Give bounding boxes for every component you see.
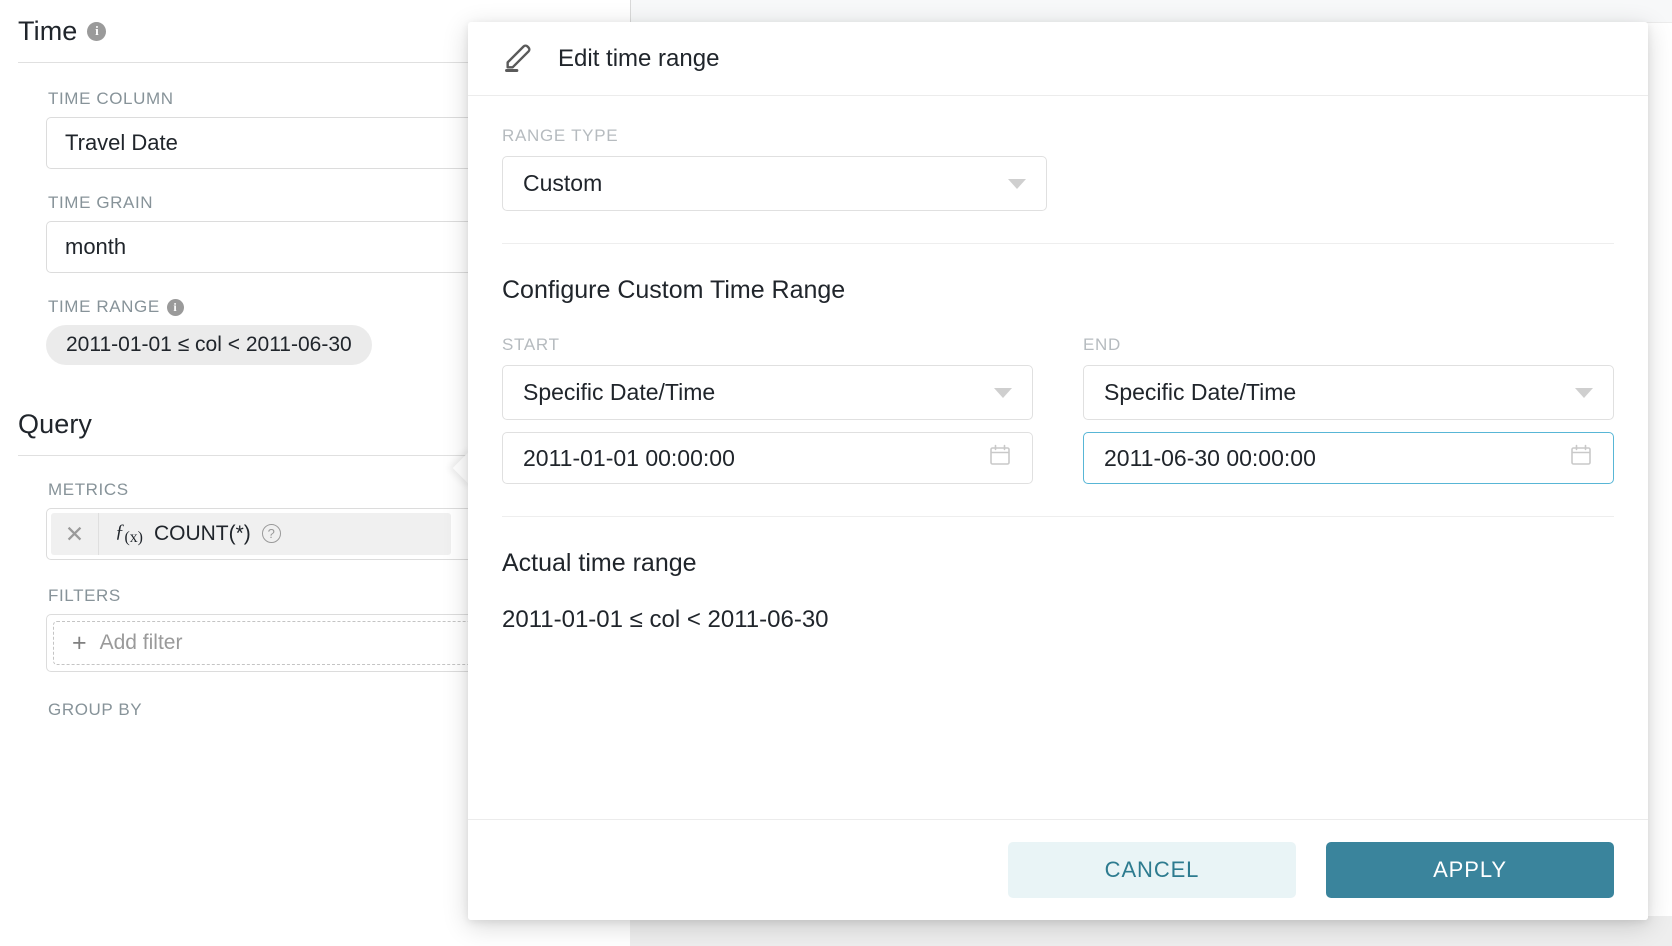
range-type-field: RANGE TYPE Custom [502, 126, 1614, 211]
query-section-header: Query [0, 393, 630, 455]
metric-label: COUNT(*) [153, 521, 251, 545]
divider [502, 243, 1614, 244]
end-datetime-input[interactable]: 2011-06-30 00:00:00 [1083, 432, 1614, 484]
group-by-field: GROUP BY [0, 700, 630, 720]
time-section-rule [18, 62, 612, 63]
query-section-title: Query [18, 408, 93, 439]
chevron-down-icon [1575, 387, 1593, 398]
end-column: END Specific Date/Time 2011-06-30 00:00:… [1083, 335, 1614, 484]
end-datetime-value: 2011-06-30 00:00:00 [1104, 444, 1316, 471]
group-by-label: GROUP BY [48, 700, 143, 719]
time-grain-label: TIME GRAIN [48, 193, 154, 212]
time-range-field: TIME RANGE i 2011-01-01 ≤ col < 2011-06-… [0, 297, 630, 365]
metric-chip-body: ƒ(x) COUNT(*) ? [99, 521, 297, 547]
cancel-button[interactable]: CANCEL [1008, 842, 1296, 898]
chevron-down-icon [1008, 178, 1026, 189]
divider [502, 516, 1614, 517]
time-section-header: Time i [0, 0, 630, 62]
info-icon[interactable]: i [166, 298, 184, 316]
end-label: END [1083, 335, 1121, 354]
close-icon[interactable]: ✕ [51, 513, 99, 555]
start-label: START [502, 335, 560, 354]
metrics-label: METRICS [48, 480, 129, 499]
query-section-rule [18, 455, 612, 456]
actual-time-range-value: 2011-01-01 ≤ col < 2011-06-30 [502, 606, 829, 633]
start-mode-value: Specific Date/Time [523, 379, 716, 405]
modal-header: Edit time range [468, 22, 1648, 96]
fx-icon: ƒ(x) [115, 521, 143, 546]
actual-time-range-heading: Actual time range [502, 549, 697, 577]
start-datetime-value: 2011-01-01 00:00:00 [523, 444, 735, 471]
chevron-down-icon [994, 387, 1012, 398]
modal-title: Edit time range [558, 44, 720, 72]
start-datetime-input[interactable]: 2011-01-01 00:00:00 [502, 432, 1033, 484]
metric-chip[interactable]: ✕ ƒ(x) COUNT(*) ? [51, 513, 451, 555]
edit-time-range-modal: Edit time range RANGE TYPE Custom Config… [468, 22, 1648, 920]
pencil-edit-icon [502, 39, 536, 78]
configure-heading: Configure Custom Time Range [502, 276, 846, 304]
question-circle-icon[interactable]: ? [261, 524, 281, 544]
time-section-title: Time [18, 15, 78, 46]
range-type-select[interactable]: Custom [502, 156, 1047, 211]
calendar-icon[interactable] [1569, 443, 1593, 473]
end-mode-select[interactable]: Specific Date/Time [1083, 365, 1614, 420]
range-type-label: RANGE TYPE [502, 126, 619, 145]
end-mode-value: Specific Date/Time [1104, 379, 1297, 405]
time-range-pill[interactable]: 2011-01-01 ≤ col < 2011-06-30 [46, 325, 372, 365]
apply-button[interactable]: APPLY [1326, 842, 1614, 898]
plus-icon: + [72, 628, 87, 657]
modal-body: RANGE TYPE Custom Configure Custom Time … [468, 96, 1648, 634]
start-end-row: START Specific Date/Time 2011-01-01 00:0… [502, 335, 1614, 484]
range-type-value: Custom [523, 170, 603, 196]
modal-footer: CANCEL APPLY [468, 819, 1648, 920]
start-column: START Specific Date/Time 2011-01-01 00:0… [502, 335, 1033, 484]
time-range-label: TIME RANGE [48, 297, 160, 316]
filters-label: FILTERS [48, 586, 121, 605]
calendar-icon[interactable] [988, 443, 1012, 473]
info-icon[interactable]: i [87, 21, 107, 41]
time-column-label: TIME COLUMN [48, 89, 174, 108]
time-range-label-row: TIME RANGE i [48, 297, 630, 317]
add-filter-label: Add filter [99, 631, 183, 654]
start-mode-select[interactable]: Specific Date/Time [502, 365, 1033, 420]
